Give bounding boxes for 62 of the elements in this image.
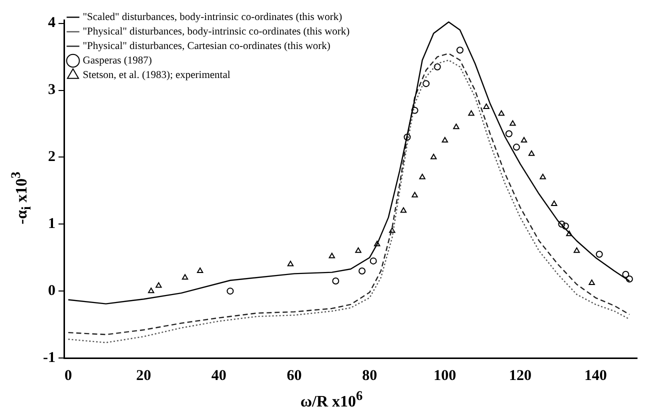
- point: [156, 282, 162, 288]
- point: [551, 200, 558, 206]
- point: [332, 278, 340, 285]
- point: [419, 174, 426, 180]
- point: [422, 80, 430, 88]
- legend-label: "Physical" disturbances, body-intrinsic co-ordinates (this work): [82, 26, 350, 38]
- point: [596, 250, 603, 258]
- point: [196, 267, 204, 273]
- point: [182, 274, 188, 280]
- point: [430, 154, 437, 160]
- point: [540, 174, 546, 180]
- point: [404, 134, 411, 141]
- y-tick-label: 0: [48, 282, 56, 299]
- point: [412, 192, 418, 198]
- point: [574, 247, 580, 253]
- point: [355, 247, 362, 253]
- point: [358, 267, 366, 274]
- point: [456, 46, 464, 54]
- x-tick-label: 40: [211, 368, 226, 384]
- point: [434, 63, 441, 70]
- x-tick-label: 100: [434, 368, 456, 384]
- point: [626, 276, 633, 283]
- point: [468, 110, 474, 116]
- x-tick-label: 120: [508, 368, 532, 384]
- y-tick-label: -1: [42, 350, 56, 366]
- point: [374, 240, 380, 246]
- x-tick-label: 140: [584, 368, 607, 384]
- point: [442, 136, 448, 142]
- point: [512, 144, 520, 151]
- legend-label: "Physical" disturbances, Cartesian co-ordinates (this work): [82, 41, 331, 52]
- legend-label: "Scaled" disturbances, body-intrinsic co-ordinates (this work): [82, 12, 343, 23]
- point: [528, 150, 535, 156]
- y-tick-label: 3: [48, 82, 56, 98]
- point: [389, 227, 396, 233]
- point: [483, 104, 490, 110]
- point: [505, 130, 512, 138]
- point: [498, 110, 505, 116]
- point: [588, 280, 595, 286]
- x-tick-label: 60: [286, 368, 302, 384]
- point: [411, 106, 418, 114]
- y-tick-label: 2: [48, 149, 56, 166]
- legend-label: Gasperas (1987): [82, 56, 152, 66]
- legend-label: Stetson, et al. (1983); experimental: [82, 70, 230, 81]
- x-axis-title: ω/R x10$^{6}$: [299, 388, 364, 412]
- point: [148, 288, 154, 294]
- point: [558, 220, 566, 228]
- point: [510, 120, 516, 126]
- x-tick-label: 0: [64, 368, 72, 384]
- x-tick-label: 80: [362, 368, 378, 384]
- y-tick-label: 1: [48, 216, 56, 232]
- point: [622, 270, 630, 278]
- point: [453, 124, 460, 130]
- point: [370, 257, 377, 264]
- point: [562, 222, 569, 230]
- point: [226, 288, 234, 295]
- point: [400, 207, 407, 213]
- x-tick-label: 20: [136, 368, 152, 384]
- point: [520, 136, 528, 142]
- y-tick-label: 4: [48, 15, 56, 32]
- point: [328, 252, 336, 258]
- point: [566, 230, 572, 236]
- point: [287, 260, 294, 266]
